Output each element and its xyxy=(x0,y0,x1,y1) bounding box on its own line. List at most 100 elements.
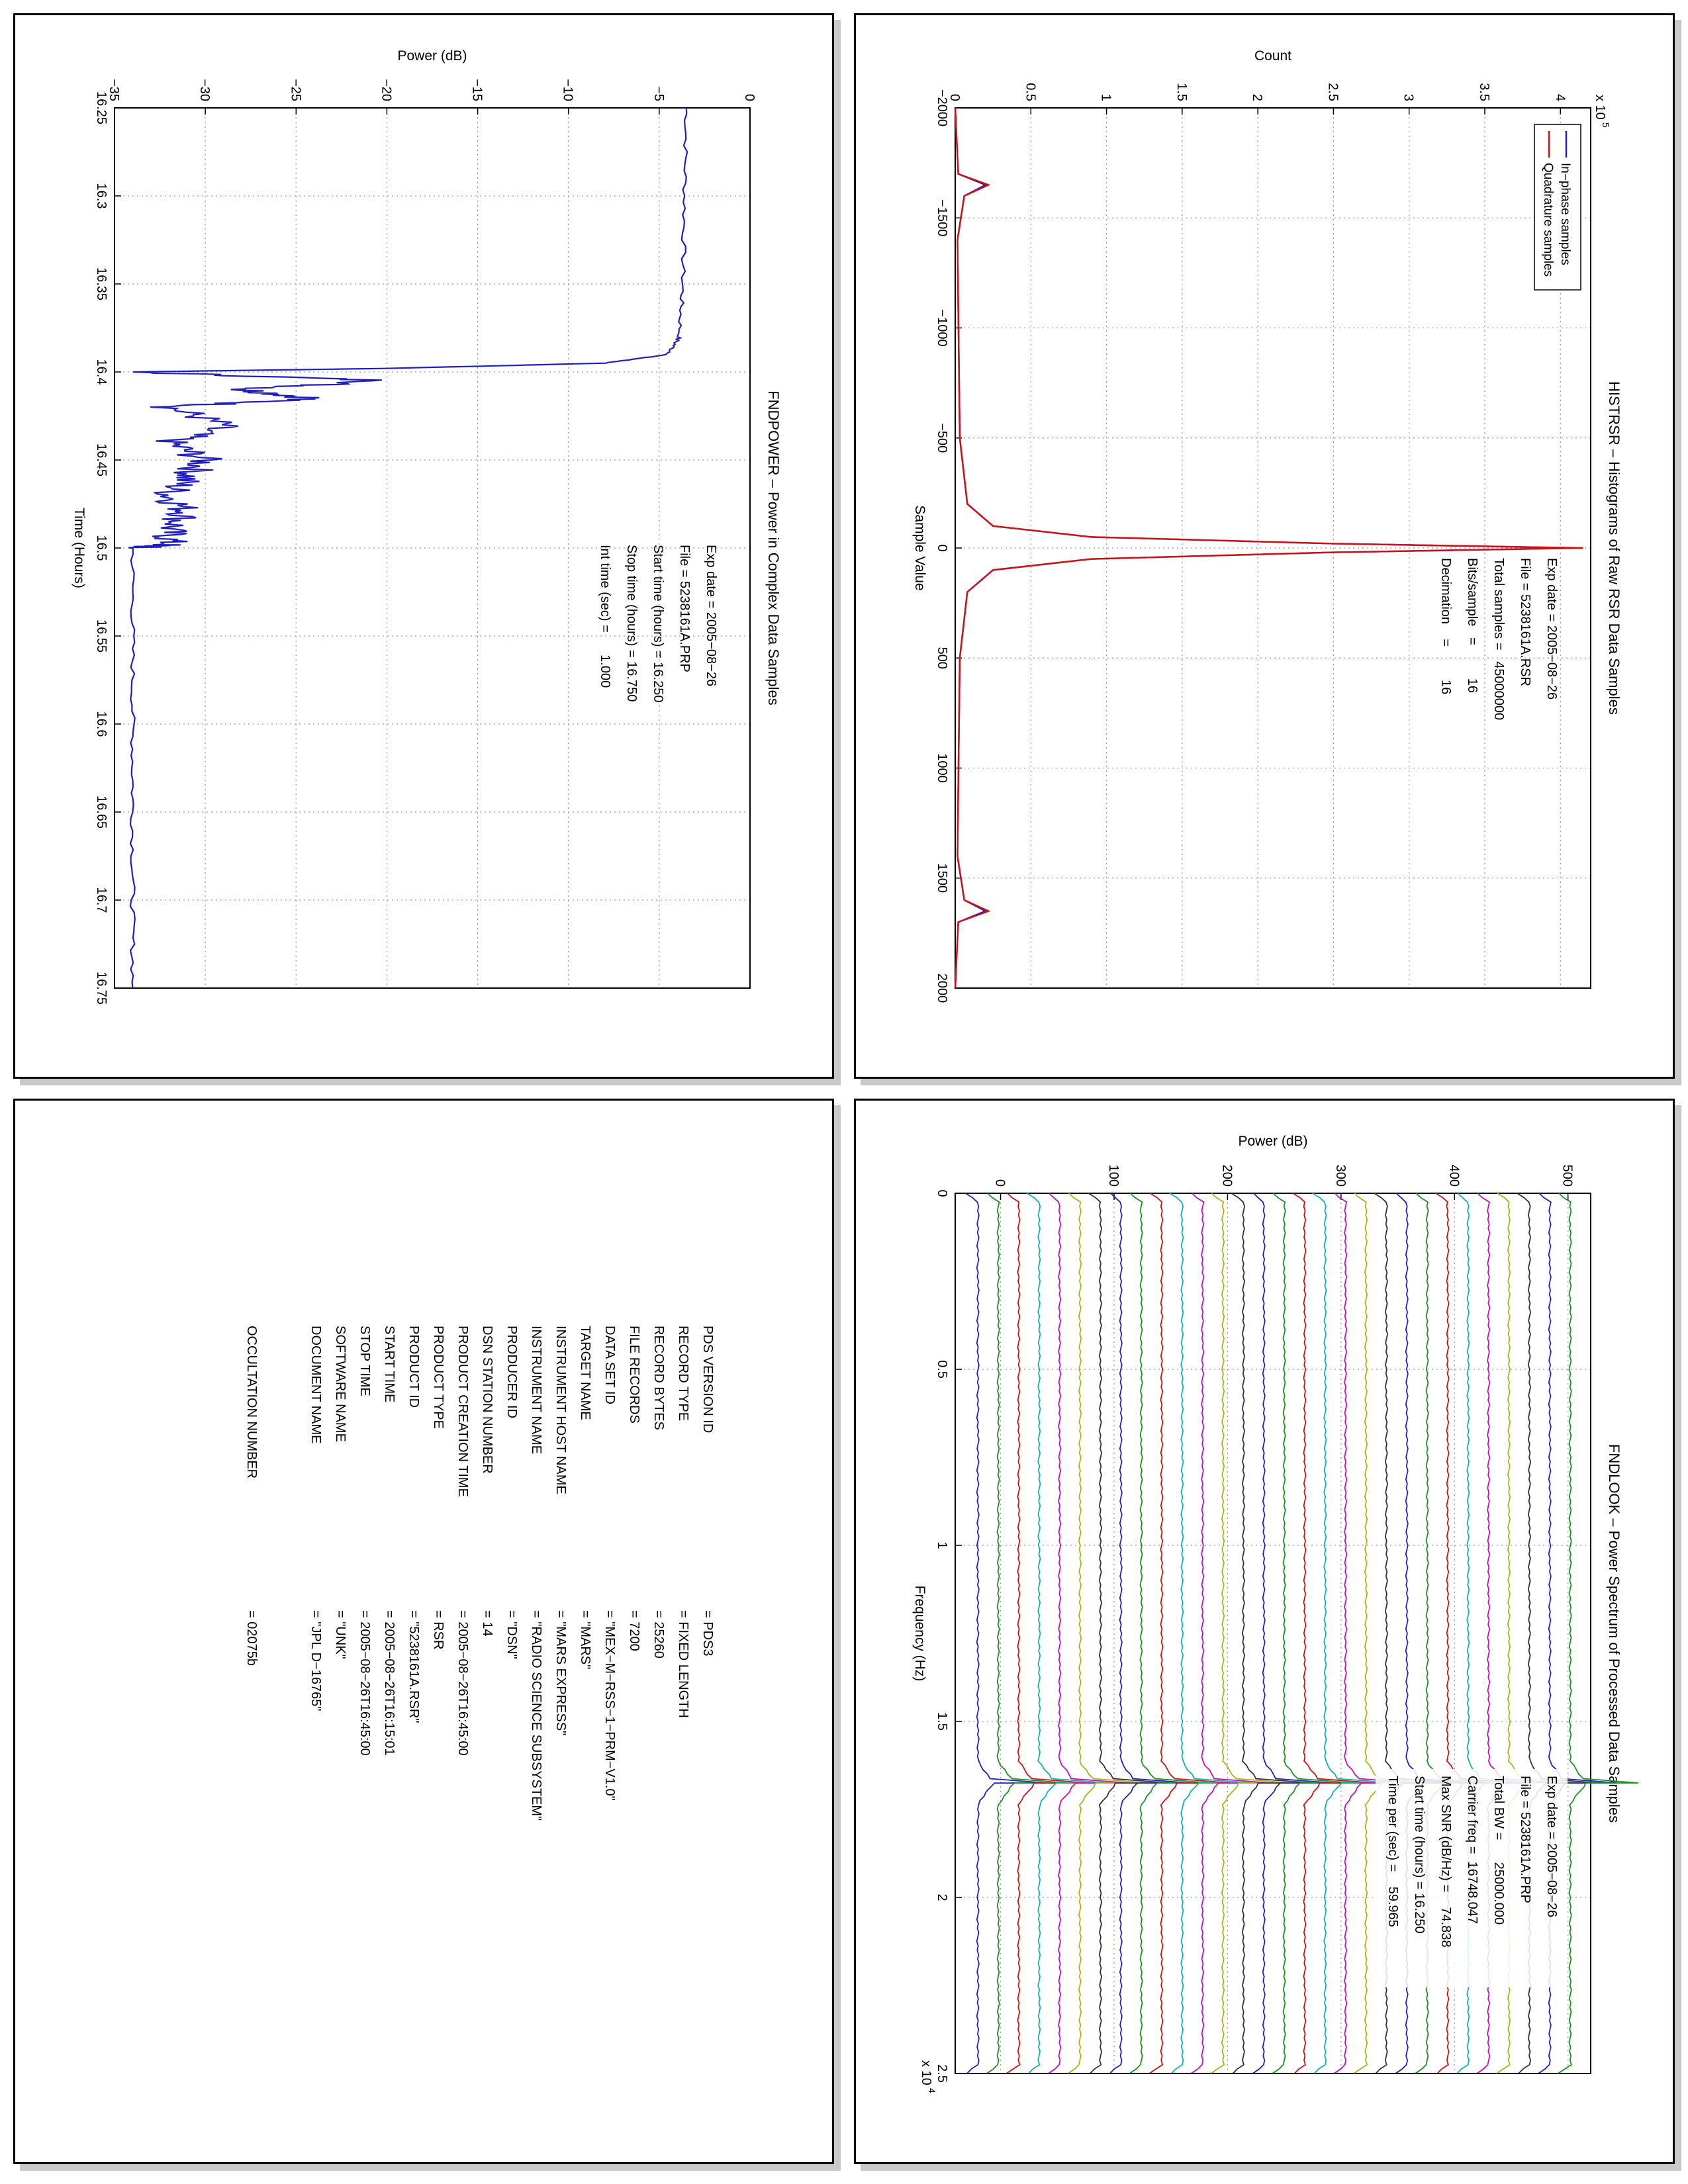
power-x-tick-label: 16.45 xyxy=(94,443,109,477)
spec-series-line xyxy=(1027,1193,1107,2074)
power-y-axis-label: Power (dB) xyxy=(397,48,467,64)
spec-series-line xyxy=(1333,1193,1414,2074)
hist-y-tick-label: 3.5 xyxy=(1477,83,1491,101)
power-title: FNDPOWER – Power in Complex Data Samples xyxy=(765,390,782,705)
power-info-line: Stop time (hours) = 16.750 xyxy=(624,545,639,702)
hist-info-line: Total samples = 45000000 xyxy=(1491,558,1506,720)
power-plot-frame xyxy=(114,107,751,989)
power-x-tick-label: 16.25 xyxy=(94,91,109,124)
hist-exponent-label: x 10 xyxy=(1593,95,1607,120)
spec-series-line xyxy=(1272,1193,1353,2074)
spec-series-line xyxy=(1190,1193,1271,2074)
power-x-tick-label: 16.4 xyxy=(94,359,109,385)
label-value: = 7200 xyxy=(627,1610,641,1651)
spec-series-line xyxy=(1558,1193,1639,2074)
hist-x-tick-label: 0 xyxy=(935,544,949,551)
spec-series-line xyxy=(1231,1193,1312,2074)
spec-series-line xyxy=(1169,1193,1250,2074)
spec-x-tick-label: 0.5 xyxy=(935,1360,949,1379)
power-y-tick-label: −5 xyxy=(651,86,666,101)
spec-info-line: File = 5238161A.PRP xyxy=(1518,1776,1532,1903)
label-key: SOFTWARE NAME xyxy=(333,1326,348,1442)
hist-info-line: Decimation = 16 xyxy=(1438,558,1453,694)
label-key: DOCUMENT NAME xyxy=(308,1326,323,1444)
label-value: = "UNK" xyxy=(333,1610,348,1659)
power-chart: 16.25 16.3 16.35 16.4 16.45 16.5 16.55 16.6 16.6… xyxy=(71,48,782,1005)
hist-info-line: Bits/sample = 16 xyxy=(1465,558,1479,693)
spec-y-tick-label: 200 xyxy=(1219,1165,1234,1187)
label-key: TARGET NAME xyxy=(578,1326,592,1420)
spec-y-tick-label: 400 xyxy=(1446,1165,1461,1187)
label-key: INSTRUMENT HOST NAME xyxy=(553,1326,568,1494)
hist-x-tick-label: −1000 xyxy=(935,309,949,346)
spec-series-line xyxy=(1353,1193,1434,2074)
power-x-tick-label: 16.75 xyxy=(94,972,109,1005)
spec-series-line xyxy=(1149,1193,1230,2074)
label-key: INSTRUMENT NAME xyxy=(529,1326,543,1454)
hist-legend-label: In−phase samples xyxy=(1558,163,1572,265)
spec-x-tick-label: 0 xyxy=(935,1189,949,1197)
label-key: DATA SET ID xyxy=(602,1326,617,1404)
hist-x-tick-label: 1000 xyxy=(935,753,949,783)
hist-title: HISTRSR – Histograms of Raw RSR Data Sam… xyxy=(1606,381,1622,715)
label-key: FILE RECORDS xyxy=(627,1326,641,1424)
spec-y-tick-label: 100 xyxy=(1106,1165,1121,1187)
label-key: START TIME xyxy=(382,1326,397,1402)
power-y-tick-label: −30 xyxy=(197,79,212,101)
histogram-chart: −2000 −1500 −1000 −500 0 500 1000 1500 2000 0 0.5 1… xyxy=(912,48,1622,1003)
label-value: = "DSN" xyxy=(504,1610,519,1659)
label-key: RECORD TYPE xyxy=(676,1326,690,1421)
spec-series-line xyxy=(965,1193,1047,2074)
label-value: = 14 xyxy=(480,1610,494,1636)
label-value: = 2005−08−26T16:45:00 xyxy=(357,1610,372,1756)
spec-info-line: Total BW = 25000.000 xyxy=(1491,1776,1506,1925)
spec-info-line: Exp date = 2005−08−26 xyxy=(1544,1776,1559,1917)
label-key: PRODUCT TYPE xyxy=(431,1326,445,1429)
hist-y-tick-label: 1.5 xyxy=(1174,83,1189,101)
hist-series-line xyxy=(954,107,1583,989)
power-x-tick-label: 16.3 xyxy=(94,183,109,209)
spec-y-tick-label: 500 xyxy=(1560,1165,1575,1187)
power-plot-area xyxy=(115,108,750,988)
power-info-line: Start time (hours) = 16.250 xyxy=(651,545,665,702)
hist-x-tick-label: 2000 xyxy=(935,974,949,1003)
hist-x-axis-label: Sample Value xyxy=(912,505,927,590)
label-value: = 02075b xyxy=(244,1610,259,1666)
label-value: = PDS3 xyxy=(700,1610,715,1656)
hist-y-tick-label: 4 xyxy=(1552,94,1567,101)
label-value: = "MARS EXPRESS" xyxy=(553,1610,568,1735)
spec-series-line xyxy=(1048,1193,1128,2074)
label-key: RECORD BYTES xyxy=(651,1326,666,1430)
label-key: PRODUCT CREATION TIME xyxy=(455,1326,470,1497)
hist-x-tick-label: −500 xyxy=(935,423,949,453)
spec-title: FNDLOOK – Power Spectrum of Processed Da… xyxy=(1606,1444,1622,1823)
label-key: OCCULTATION NUMBER xyxy=(244,1326,259,1479)
spec-y-tick-label: 300 xyxy=(1333,1165,1348,1187)
label-value: = "JPL D−16765" xyxy=(308,1610,323,1711)
spec-series-line xyxy=(1252,1193,1333,2074)
hist-y-tick-label: 3 xyxy=(1401,94,1416,101)
spec-series-line xyxy=(1312,1193,1393,2074)
hist-legend-label: Quadrature samples xyxy=(1541,163,1555,277)
hist-y-tick-label: 1 xyxy=(1099,94,1113,101)
spec-series-line xyxy=(1006,1193,1087,2074)
spec-x-tick-label: 2 xyxy=(935,1893,949,1901)
label-value: = "MEX−M−RSS−1−PRM−V1.0" xyxy=(602,1610,617,1801)
spec-exponent-label: x 10 xyxy=(919,2060,933,2085)
power-y-tick-label: −10 xyxy=(561,79,575,101)
power-x-axis-label: Time (Hours) xyxy=(71,508,87,588)
power-x-tick-label: 16.55 xyxy=(94,619,109,653)
spec-y-tick-label: 0 xyxy=(993,1179,1008,1187)
spec-series-line xyxy=(1067,1193,1149,2074)
label-value: = FIXED LENGTH xyxy=(676,1610,690,1718)
label-panel: PDS VERSION ID = PDS3 RECORD TYPE = FIXED L… xyxy=(13,1099,834,2164)
spec-series-line xyxy=(1088,1193,1169,2074)
hist-exponent-power: 5 xyxy=(1601,122,1611,128)
hist-x-tick-label: −2000 xyxy=(935,89,949,126)
power-x-tick-label: 16.65 xyxy=(94,796,109,829)
label-value: = "5238161A.RSR" xyxy=(406,1610,421,1723)
power-y-tick-label: −15 xyxy=(470,79,485,101)
power-y-tick-label: 0 xyxy=(742,94,757,101)
hist-info-line: Exp date = 2005−08−26 xyxy=(1544,558,1559,700)
power-info-line: Exp date = 2005−08−26 xyxy=(704,545,718,686)
